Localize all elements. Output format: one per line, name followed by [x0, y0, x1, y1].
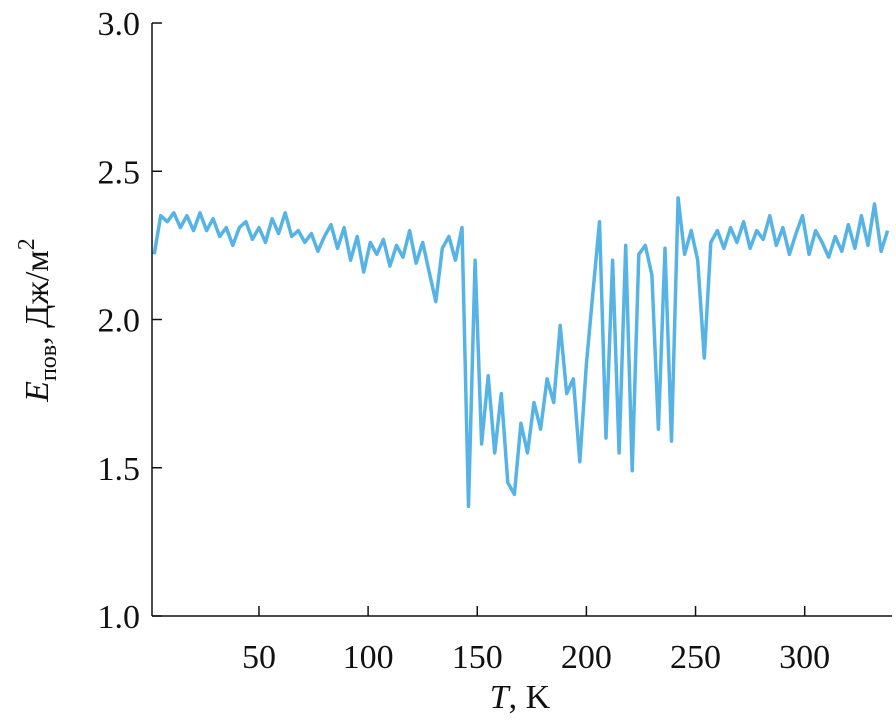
y-tick-label: 1.0 [98, 599, 141, 636]
x-label-main: T [490, 679, 511, 716]
y-tick-label: 1.5 [98, 451, 141, 488]
x-tick-label: 100 [343, 639, 394, 676]
data-line [152, 196, 890, 509]
y-label-sup: 2 [14, 238, 40, 250]
y-tick-label: 2.5 [98, 154, 141, 191]
x-tick-label: 300 [779, 639, 830, 676]
y-label-rest: , Дж/м [19, 250, 56, 345]
y-label-sub: пов [36, 345, 62, 381]
x-tick-label: 200 [561, 639, 612, 676]
x-tick-label: 50 [242, 639, 276, 676]
y-label-main: E [19, 381, 56, 403]
x-label-rest: , K [509, 679, 551, 716]
y-axis-label: Eпов, Дж/м2 [14, 238, 62, 403]
x-tick-label: 150 [452, 639, 503, 676]
x-tick-label: 250 [670, 639, 721, 676]
x-axis-label: T, K [490, 679, 551, 716]
y-tick-label: 2.0 [98, 303, 141, 340]
y-tick-label: 3.0 [98, 6, 141, 43]
